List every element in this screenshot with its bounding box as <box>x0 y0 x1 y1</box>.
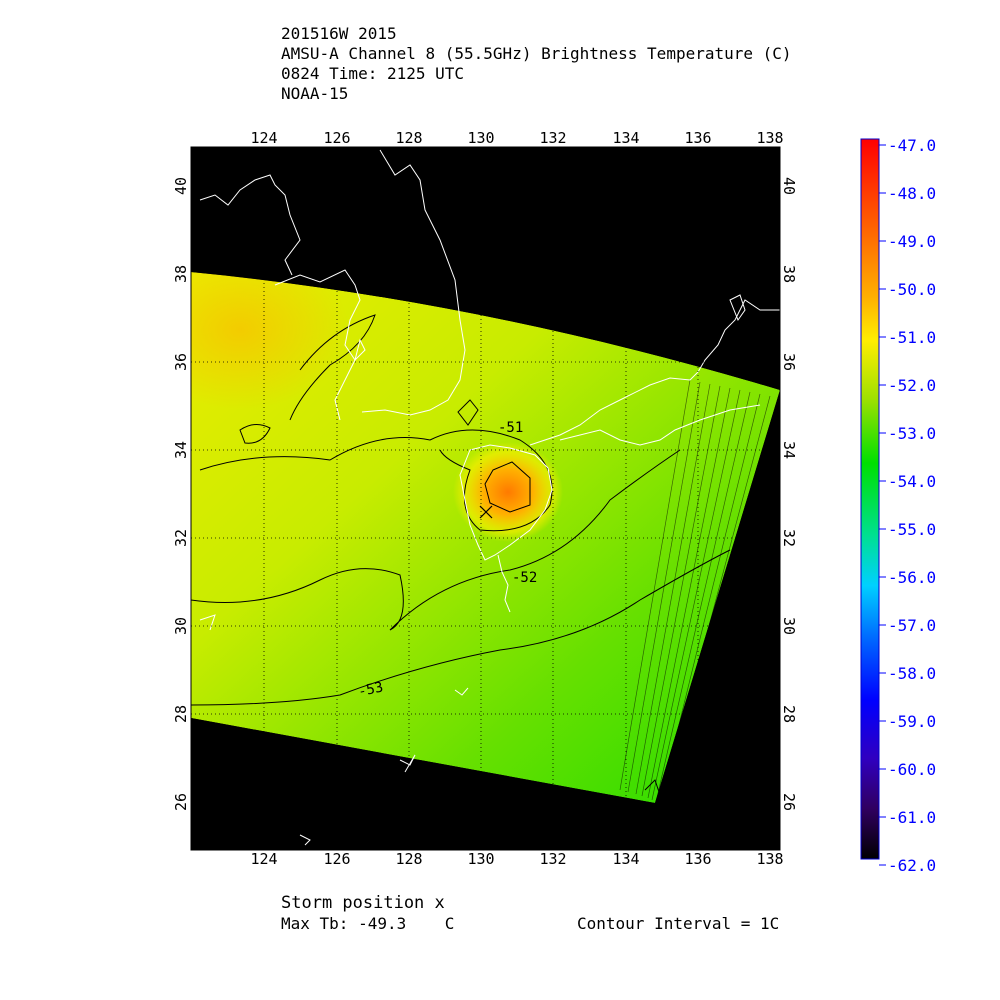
colorbar-label: -62.0 <box>888 856 936 875</box>
lon-label: 138 <box>756 129 783 147</box>
lon-label: 124 <box>250 850 277 868</box>
lon-label: 134 <box>612 850 639 868</box>
lat-labels-right: 26 28 30 32 34 36 38 40 <box>780 177 798 811</box>
coastlines <box>199 149 780 846</box>
lat-label: 38 <box>172 265 190 283</box>
contour-line <box>457 399 479 426</box>
colorbar-labels: -47.0 -48.0 -49.0 -50.0 -51.0 -52.0 -53.0 -54.0… <box>888 136 936 875</box>
lat-label: 26 <box>780 793 798 811</box>
coastline-china-south <box>199 614 216 631</box>
lat-label: 28 <box>172 705 190 723</box>
lon-label: 134 <box>612 129 639 147</box>
product-title: AMSU-A Channel 8 (55.5GHz) Brightness Te… <box>281 44 792 63</box>
satellite-title: NOAA-15 <box>281 84 349 103</box>
lat-label: 40 <box>780 177 798 195</box>
contour-label: -51 <box>498 420 523 436</box>
map-frame <box>190 146 781 851</box>
lat-label: 40 <box>172 177 190 195</box>
lon-label: 124 <box>250 129 277 147</box>
lat-label: 34 <box>172 441 190 459</box>
lon-labels-bottom: 124 126 128 130 132 134 136 138 <box>250 850 783 868</box>
coastline-shikoku <box>559 404 761 446</box>
colorbar-label: -49.0 <box>888 232 936 251</box>
island-chain <box>497 554 511 613</box>
contour-line <box>289 314 376 421</box>
warm-core <box>453 442 563 542</box>
colorbar <box>860 138 880 860</box>
colorbar-label: -52.0 <box>888 376 936 395</box>
coastline-east-korea <box>361 149 466 416</box>
contour-label: -52 <box>512 570 537 586</box>
lat-label: 38 <box>780 265 798 283</box>
lat-label: 36 <box>172 353 190 371</box>
island <box>299 834 311 846</box>
colorbar-label: -54.0 <box>888 472 936 491</box>
colorbar-label: -51.0 <box>888 328 936 347</box>
storm-position-marker <box>479 505 493 519</box>
contour-line <box>191 549 731 706</box>
contour-line <box>191 449 681 631</box>
lon-label: 132 <box>539 129 566 147</box>
lat-label: 34 <box>780 441 798 459</box>
lat-label: 36 <box>780 353 798 371</box>
lat-label: 32 <box>780 529 798 547</box>
island-sado <box>729 294 746 322</box>
coastline-china <box>199 174 301 276</box>
colorbar-label: -57.0 <box>888 616 936 635</box>
contours <box>191 314 731 796</box>
coastline-honshu <box>529 299 780 446</box>
lon-label: 130 <box>467 129 494 147</box>
contour-line <box>199 429 553 532</box>
lon-labels-top: 124 126 128 130 132 134 136 138 <box>250 129 783 147</box>
storm-position-legend: Storm position x <box>281 893 445 913</box>
lon-label: 128 <box>395 850 422 868</box>
contour-line <box>484 461 531 513</box>
colorbar-label: -60.0 <box>888 760 936 779</box>
island <box>354 338 366 362</box>
island-ryukyu <box>399 754 416 773</box>
colorbar-ticks <box>879 144 886 866</box>
colorbar-label: -61.0 <box>888 808 936 827</box>
contour-line <box>644 779 661 796</box>
colorbar-label: -50.0 <box>888 280 936 299</box>
lon-label: 128 <box>395 129 422 147</box>
colorbar-label: -55.0 <box>888 520 936 539</box>
lon-label: 126 <box>323 850 350 868</box>
lon-label: 126 <box>323 129 350 147</box>
colorbar-label: -56.0 <box>888 568 936 587</box>
contour-line <box>239 424 271 444</box>
lat-label: 30 <box>172 617 190 635</box>
lat-label: 28 <box>780 705 798 723</box>
colorbar-label: -53.0 <box>888 424 936 443</box>
lat-label: 30 <box>780 617 798 635</box>
coastline-kyushu <box>459 444 553 561</box>
max-tb-readout: Max Tb: -49.3 C <box>281 914 455 933</box>
island-chain <box>454 687 469 696</box>
lat-label: 32 <box>172 529 190 547</box>
colorbar-label: -58.0 <box>888 664 936 683</box>
lon-label: 132 <box>539 850 566 868</box>
lon-label: 136 <box>684 129 711 147</box>
lat-labels-left: 26 28 30 32 34 36 38 40 <box>172 177 190 811</box>
colorbar-label: -59.0 <box>888 712 936 731</box>
contour-interval: Contour Interval = 1C <box>577 914 780 933</box>
colorbar-label: -47.0 <box>888 136 936 155</box>
lon-label: 136 <box>684 850 711 868</box>
contour-label: -53 <box>357 679 385 700</box>
lon-label: 138 <box>756 850 783 868</box>
colorbar-label: -48.0 <box>888 184 936 203</box>
coastline-west-korea <box>274 269 361 421</box>
storm-id-title: 201516W 2015 <box>281 24 397 43</box>
lon-label: 130 <box>467 850 494 868</box>
time-title: 0824 Time: 2125 UTC <box>281 64 465 83</box>
lat-label: 26 <box>172 793 190 811</box>
